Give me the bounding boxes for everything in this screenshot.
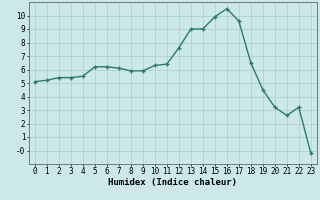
X-axis label: Humidex (Indice chaleur): Humidex (Indice chaleur) [108,178,237,187]
